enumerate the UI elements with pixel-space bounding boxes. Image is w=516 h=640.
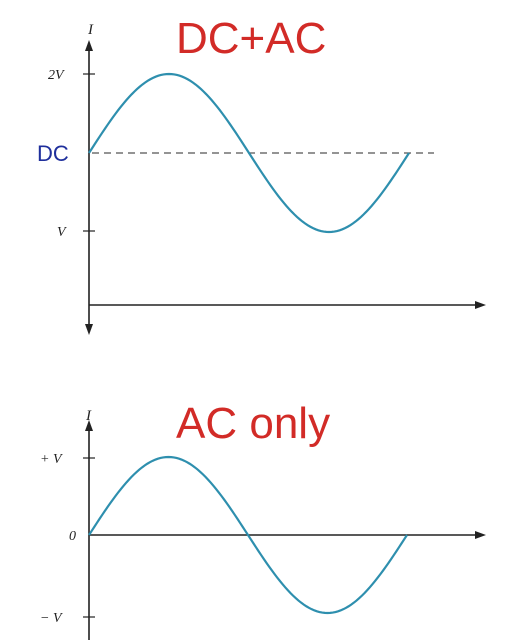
bottom-panel-title: AC only: [176, 399, 330, 448]
bottom-y-axis-name: I: [85, 408, 92, 424]
top-panel: DC+AC I 2V DC V: [37, 14, 486, 335]
bottom-tick-label-lower: − V: [40, 611, 63, 626]
top-y-axis-name: I: [87, 22, 94, 38]
bottom-tick-label-upper: + V: [40, 452, 63, 467]
top-sine-wave: [88, 72, 410, 234]
top-x-axis-arrow: [475, 301, 486, 309]
top-tick-label-upper: 2V: [48, 68, 65, 83]
top-y-axis-arrow-up: [85, 40, 93, 51]
bottom-sine-wave: [88, 455, 408, 615]
top-y-axis-arrow-down: [85, 324, 93, 335]
bottom-panel: AC only I + V 0 − V: [40, 399, 486, 640]
top-tick-label-lower: V: [57, 225, 67, 240]
top-panel-title: DC+AC: [176, 14, 326, 63]
bottom-tick-label-zero: 0: [69, 529, 76, 544]
bottom-y-axis-arrow-up: [85, 420, 93, 431]
top-tick-label-dc: DC: [37, 141, 69, 166]
bottom-x-axis-arrow: [475, 531, 486, 539]
